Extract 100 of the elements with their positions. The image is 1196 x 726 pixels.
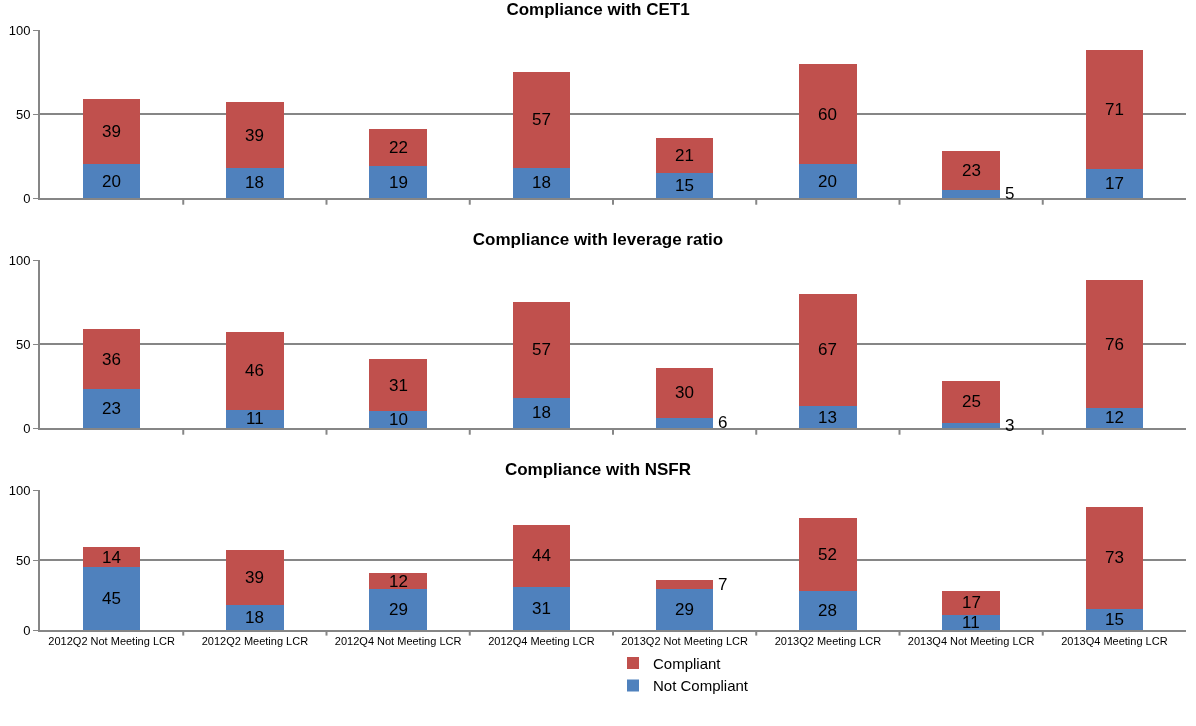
bar (369, 129, 427, 167)
bar (512, 586, 571, 630)
bar (655, 367, 714, 418)
y-tick-label: 0 (23, 190, 31, 206)
y-tick-label: 100 (8, 482, 31, 498)
data-label: 12 (1105, 408, 1124, 427)
bar (512, 397, 571, 428)
bar (1085, 506, 1144, 609)
data-label: 18 (532, 173, 551, 192)
data-label: 17 (1105, 174, 1124, 193)
data-label: 28 (818, 601, 837, 620)
data-label: 39 (102, 122, 121, 141)
bar (82, 567, 141, 630)
x-tick-label: 2012Q2 Not Meeting LCR (48, 635, 175, 648)
x-tick-label: 2013Q4 Meeting LCR (1061, 635, 1168, 648)
data-label: 18 (245, 173, 264, 192)
data-label: 46 (245, 361, 264, 380)
data-label: 31 (532, 599, 551, 618)
bar (942, 590, 1000, 615)
data-label: 11 (962, 613, 980, 632)
data-label: 12 (389, 572, 408, 591)
data-label: 30 (675, 383, 694, 402)
bar (512, 167, 571, 198)
y-tick-label: 100 (8, 22, 31, 38)
bar (82, 389, 141, 428)
chart-title: Compliance with NSFR (504, 459, 692, 479)
data-label: 15 (675, 176, 694, 195)
data-label: 39 (245, 126, 264, 145)
data-label: 39 (245, 568, 264, 587)
bar (226, 167, 284, 198)
data-label: 15 (1105, 610, 1124, 629)
data-label: 19 (389, 173, 408, 192)
y-tick-label: 0 (23, 420, 31, 436)
bar (799, 590, 857, 630)
x-tick-label: 2012Q2 Meeting LCR (201, 635, 309, 648)
bar (942, 380, 1000, 423)
data-label: 67 (818, 340, 837, 359)
legend-label: Not Compliant (653, 677, 749, 695)
bar (82, 328, 141, 390)
x-tick-label: 2012Q4 Meeting LCR (488, 635, 595, 648)
bar (82, 98, 141, 165)
data-label: 25 (962, 392, 981, 411)
bar (942, 422, 1000, 428)
data-label: 21 (675, 146, 694, 165)
data-label: 23 (102, 399, 121, 418)
chart-title: Compliance with CET1 (506, 0, 690, 19)
data-label: 73 (1105, 548, 1124, 567)
data-label: 45 (102, 589, 121, 608)
bar (655, 579, 714, 590)
data-label: 57 (532, 340, 551, 359)
data-label: 22 (389, 138, 408, 157)
bar (655, 589, 714, 630)
bar (1085, 609, 1144, 630)
data-label: 10 (389, 410, 408, 429)
bar (82, 164, 141, 198)
data-label: 29 (389, 600, 408, 619)
data-label: 20 (818, 172, 837, 191)
bar (369, 166, 427, 198)
data-label: 3 (1005, 416, 1015, 435)
data-label: 13 (818, 408, 837, 427)
data-label: 14 (102, 548, 121, 567)
y-tick-label: 50 (15, 106, 31, 122)
bar (799, 518, 857, 591)
bar (512, 302, 571, 398)
y-tick-label: 100 (8, 252, 31, 268)
x-tick-label: 2013Q4 Not Meeting LCR (907, 635, 1035, 648)
legend-label: Compliant (653, 654, 722, 672)
data-label: 11 (246, 409, 264, 428)
data-label: 44 (532, 546, 551, 565)
x-tick-label: 2012Q4 Not Meeting LCR (334, 635, 462, 648)
bar (369, 411, 427, 428)
bar (226, 550, 284, 605)
bar (799, 406, 857, 428)
data-label: 76 (1105, 335, 1124, 354)
data-label: 18 (245, 608, 264, 627)
data-label: 60 (818, 105, 837, 124)
bar (942, 189, 1000, 198)
bar (655, 417, 714, 428)
data-label: 36 (102, 350, 121, 369)
bar (82, 547, 141, 567)
bar (799, 293, 857, 407)
data-label: 20 (102, 172, 121, 191)
bar (369, 589, 427, 630)
data-label: 57 (532, 110, 551, 129)
data-label: 5 (1005, 184, 1015, 203)
bar (1085, 280, 1144, 408)
bar (369, 359, 427, 412)
bar (799, 63, 857, 165)
data-label: 6 (718, 413, 728, 432)
data-label: 52 (818, 545, 837, 564)
y-tick-label: 0 (23, 622, 31, 638)
bar (942, 150, 1000, 190)
bar (799, 164, 857, 198)
data-label: 17 (962, 593, 981, 612)
bar (1085, 169, 1144, 198)
data-label: 23 (962, 161, 981, 180)
x-tick-label: 2013Q2 Meeting LCR (774, 635, 882, 648)
bar (655, 172, 714, 198)
bar (226, 332, 284, 410)
data-label: 29 (675, 600, 694, 619)
